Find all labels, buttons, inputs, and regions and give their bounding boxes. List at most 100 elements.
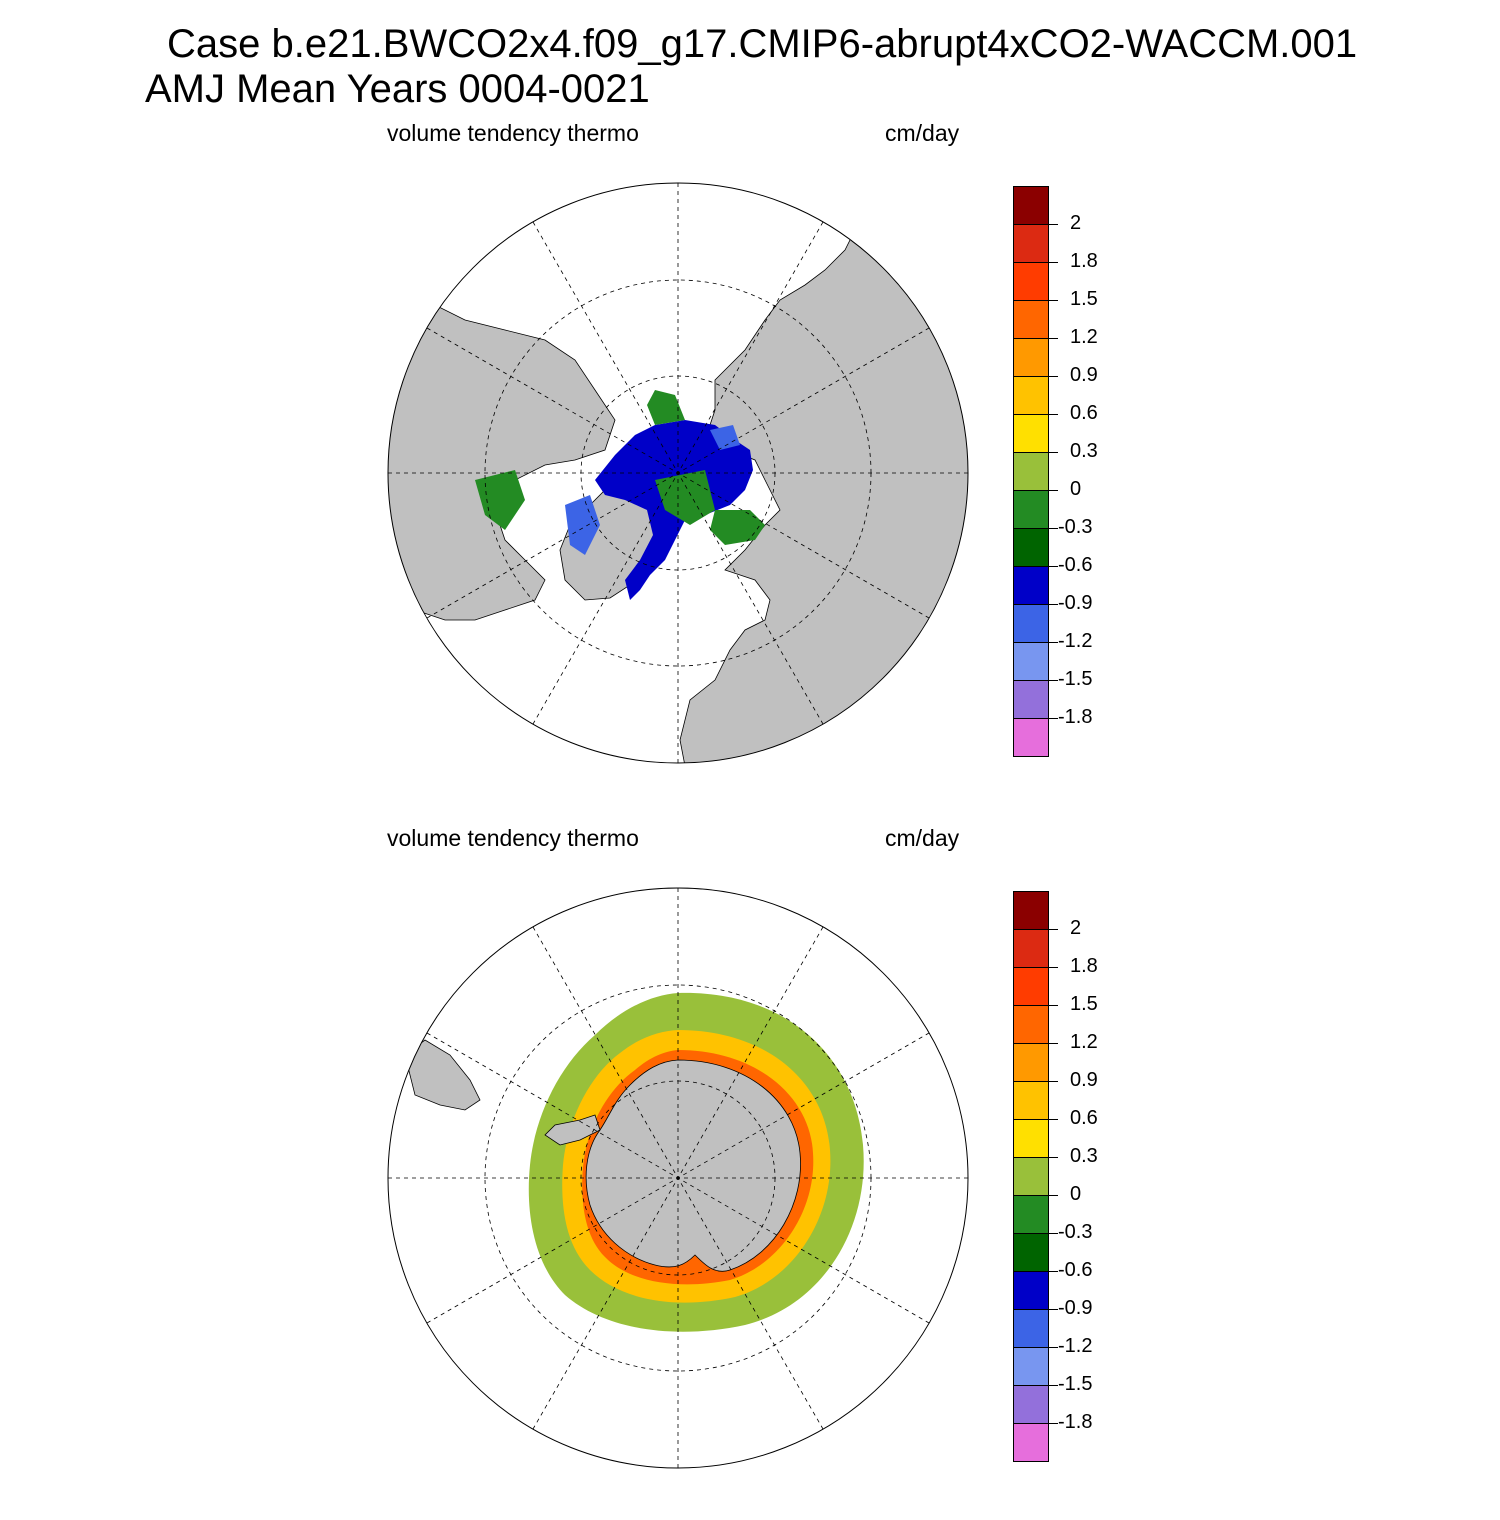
colorbar-tick bbox=[1048, 262, 1058, 263]
colorbar-tick bbox=[1048, 1309, 1058, 1310]
colorbar-label: 1.5 bbox=[1070, 993, 1098, 1015]
colorbar-swatch bbox=[1013, 1005, 1049, 1044]
colorbar-swatch bbox=[1013, 680, 1049, 719]
colorbar-swatch bbox=[1013, 642, 1049, 681]
colorbar-swatch bbox=[1013, 452, 1049, 491]
colorbar-swatch bbox=[1013, 262, 1049, 301]
colorbar-swatch bbox=[1013, 1081, 1049, 1120]
colorbar-tick bbox=[1048, 376, 1058, 377]
colorbar-label: 0.6 bbox=[1070, 1107, 1098, 1129]
colorbar-south bbox=[1013, 891, 1049, 1462]
colorbar-tick bbox=[1048, 680, 1058, 681]
colorbar-tick bbox=[1048, 642, 1058, 643]
colorbar-tick bbox=[1048, 566, 1058, 567]
colorbar-swatch bbox=[1013, 929, 1049, 968]
land-antarctic-peninsula bbox=[544, 1114, 601, 1146]
colorbar-tick bbox=[1048, 929, 1058, 930]
colorbar-swatch bbox=[1013, 1157, 1049, 1196]
colorbar-tick bbox=[1048, 1005, 1058, 1006]
colorbar-swatch bbox=[1013, 1195, 1049, 1234]
colorbar-label: 0 bbox=[1070, 478, 1082, 500]
colorbar-label: 0.3 bbox=[1070, 440, 1098, 462]
colorbar-label: 0.9 bbox=[1070, 364, 1098, 386]
colorbar-swatch bbox=[1013, 1271, 1049, 1310]
colorbar-tick bbox=[1048, 224, 1058, 225]
colorbar-label: 1.2 bbox=[1070, 1031, 1098, 1053]
colorbar-tick bbox=[1048, 1385, 1058, 1386]
colorbar-label: 0 bbox=[1070, 1183, 1082, 1205]
colorbar-tick bbox=[1048, 300, 1058, 301]
colorbar-tick bbox=[1048, 1043, 1058, 1044]
colorbar-label: 0.6 bbox=[1070, 402, 1098, 424]
colorbar-swatch bbox=[1013, 224, 1049, 263]
panel-units-label: cm/day bbox=[885, 120, 960, 146]
colorbar-tick bbox=[1048, 1271, 1058, 1272]
colorbar-north bbox=[1013, 186, 1049, 757]
colorbar-swatch bbox=[1013, 1119, 1049, 1158]
colorbar-tick bbox=[1048, 1195, 1058, 1196]
colorbar-swatch bbox=[1013, 528, 1049, 567]
colorbar-label: -1.8 bbox=[1058, 1411, 1093, 1433]
colorbar-label: -0.3 bbox=[1058, 1221, 1093, 1243]
colorbar-swatch bbox=[1013, 186, 1049, 225]
colorbar-swatch bbox=[1013, 1385, 1049, 1424]
colorbar-swatch bbox=[1013, 1233, 1049, 1272]
colorbar-swatch bbox=[1013, 1423, 1049, 1462]
land-south-america bbox=[404, 1039, 481, 1111]
colorbar-label: -0.9 bbox=[1058, 1297, 1093, 1319]
colorbar-tick bbox=[1048, 1347, 1058, 1348]
colorbar-swatch bbox=[1013, 414, 1049, 453]
colorbar-swatch bbox=[1013, 891, 1049, 930]
colorbar-label: -1.8 bbox=[1058, 706, 1093, 728]
colorbar-label: -1.5 bbox=[1058, 1373, 1093, 1395]
panel-arctic: volume tendency thermo cm/day bbox=[0, 115, 1500, 815]
colorbar-label: 0.3 bbox=[1070, 1145, 1098, 1167]
colorbar-tick bbox=[1048, 1233, 1058, 1234]
colorbar-swatch bbox=[1013, 718, 1049, 757]
colorbar-tick bbox=[1048, 1119, 1058, 1120]
colorbar-label: 2 bbox=[1070, 212, 1082, 234]
antarctic-polar-map bbox=[387, 887, 969, 1469]
panel-variable-label: volume tendency thermo bbox=[387, 120, 639, 146]
figure-title-line-2: AMJ Mean Years 0004-0021 bbox=[145, 67, 650, 111]
panel-units-label: cm/day bbox=[885, 825, 960, 851]
panel-variable-label: volume tendency thermo bbox=[387, 825, 639, 851]
colorbar-label: 1.8 bbox=[1070, 250, 1098, 272]
colorbar-label: -0.6 bbox=[1058, 1259, 1093, 1281]
ice-region-light-blue bbox=[565, 425, 740, 555]
colorbar-tick bbox=[1048, 528, 1058, 529]
colorbar-tick bbox=[1048, 604, 1058, 605]
colorbar-label: 1.8 bbox=[1070, 955, 1098, 977]
colorbar-tick bbox=[1048, 452, 1058, 453]
colorbar-label: 1.5 bbox=[1070, 288, 1098, 310]
colorbar-swatch bbox=[1013, 566, 1049, 605]
colorbar-label: -1.2 bbox=[1058, 1335, 1093, 1357]
arctic-polar-map bbox=[387, 182, 969, 764]
colorbar-label: -1.5 bbox=[1058, 668, 1093, 690]
figure-title-line-1: Case b.e21.BWCO2x4.f09_g17.CMIP6-abrupt4… bbox=[167, 22, 1358, 66]
colorbar-swatch bbox=[1013, 1043, 1049, 1082]
colorbar-tick bbox=[1048, 414, 1058, 415]
colorbar-label: -0.9 bbox=[1058, 592, 1093, 614]
colorbar-label: 1.2 bbox=[1070, 326, 1098, 348]
land-eurasia bbox=[679, 219, 968, 763]
colorbar-swatch bbox=[1013, 967, 1049, 1006]
colorbar-tick bbox=[1048, 338, 1058, 339]
colorbar-label: 2 bbox=[1070, 917, 1082, 939]
colorbar-swatch bbox=[1013, 300, 1049, 339]
colorbar-swatch bbox=[1013, 604, 1049, 643]
colorbar-label: -0.3 bbox=[1058, 516, 1093, 538]
colorbar-tick bbox=[1048, 1081, 1058, 1082]
ice-region-moderate-loss bbox=[475, 390, 765, 545]
colorbar-label: 0.9 bbox=[1070, 1069, 1098, 1091]
colorbar-tick bbox=[1048, 718, 1058, 719]
panel-antarctic: volume tendency thermo cm/day bbox=[0, 820, 1500, 1520]
colorbar-swatch bbox=[1013, 1347, 1049, 1386]
colorbar-tick bbox=[1048, 490, 1058, 491]
colorbar-label: -0.6 bbox=[1058, 554, 1093, 576]
colorbar-swatch bbox=[1013, 1309, 1049, 1348]
colorbar-tick bbox=[1048, 967, 1058, 968]
colorbar-swatch bbox=[1013, 338, 1049, 377]
land-antarctica bbox=[585, 1059, 801, 1272]
colorbar-swatch bbox=[1013, 376, 1049, 415]
